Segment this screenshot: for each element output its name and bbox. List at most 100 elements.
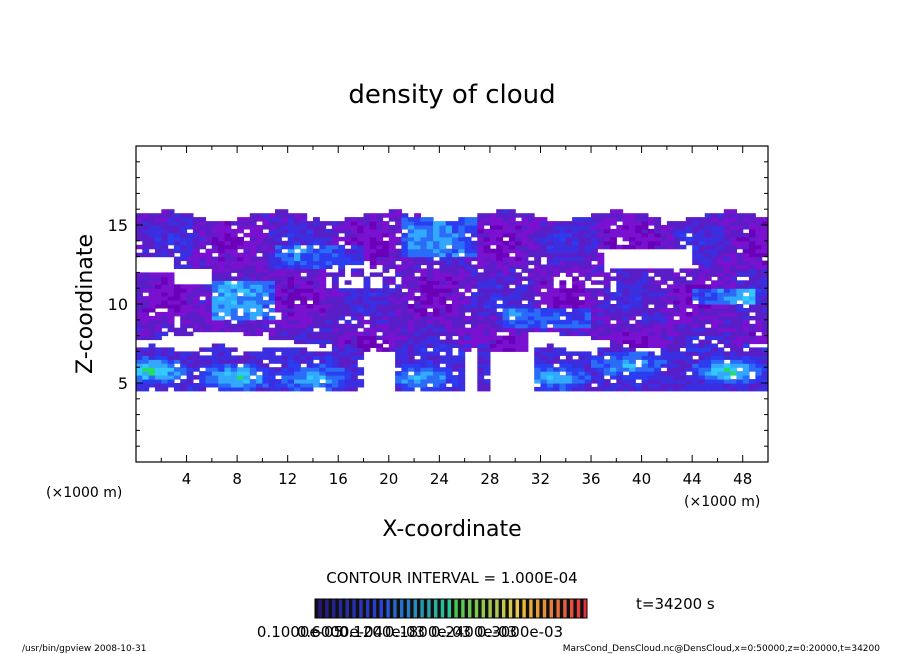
density-cell xyxy=(483,304,491,309)
density-cell xyxy=(483,367,491,372)
density-cell xyxy=(515,304,523,309)
density-cell xyxy=(553,260,560,266)
density-cell xyxy=(230,363,238,368)
density-cell xyxy=(230,300,238,305)
density-cell xyxy=(629,335,636,341)
density-cell xyxy=(685,343,693,348)
density-cell xyxy=(192,232,200,238)
density-cell xyxy=(376,225,384,230)
density-cell xyxy=(755,256,763,262)
density-cell xyxy=(294,225,301,230)
density-cell xyxy=(344,292,352,297)
density-cell xyxy=(218,359,226,364)
colorbar-swatch xyxy=(498,599,503,618)
colorbar xyxy=(315,599,588,618)
density-cell xyxy=(616,280,624,285)
density-cell xyxy=(161,228,169,234)
density-cell xyxy=(483,300,491,305)
density-cell xyxy=(414,280,421,285)
density-cell xyxy=(622,217,630,222)
density-cell xyxy=(331,355,339,360)
density-cell xyxy=(205,284,213,289)
density-cell xyxy=(647,371,655,376)
density-cell xyxy=(136,383,143,388)
density-cell xyxy=(508,213,516,218)
density-cell xyxy=(376,244,384,250)
density-cell xyxy=(477,225,485,230)
density-cell xyxy=(546,371,554,376)
density-cell xyxy=(382,308,390,313)
density-cell xyxy=(496,347,504,352)
density-cell xyxy=(199,315,207,321)
density-cell xyxy=(439,371,447,376)
density-cell xyxy=(382,268,390,273)
density-cell xyxy=(420,236,428,242)
density-cell xyxy=(654,308,662,313)
density-cell xyxy=(464,228,472,234)
density-cell xyxy=(300,228,308,234)
density-cell xyxy=(388,296,396,301)
density-cell xyxy=(433,351,440,356)
density-cell xyxy=(287,359,295,364)
density-cell xyxy=(395,319,402,325)
density-cell xyxy=(508,240,516,246)
density-cell xyxy=(313,367,320,372)
density-cell xyxy=(230,260,238,266)
density-cell xyxy=(344,327,352,333)
density-cell xyxy=(445,327,453,333)
density-cell xyxy=(704,248,712,254)
density-cell xyxy=(268,300,276,305)
density-cell xyxy=(597,323,605,329)
density-cell xyxy=(426,379,434,384)
density-cell xyxy=(407,232,415,238)
density-cell xyxy=(496,221,504,226)
density-cell xyxy=(742,244,750,250)
density-cell xyxy=(717,371,725,376)
density-cell xyxy=(306,359,314,364)
density-cell xyxy=(559,221,567,226)
density-cell xyxy=(483,339,491,345)
density-cell xyxy=(692,351,700,356)
density-cell xyxy=(711,327,718,333)
density-cell xyxy=(496,236,504,242)
density-cell xyxy=(249,284,257,289)
density-cell xyxy=(742,213,750,218)
density-cell xyxy=(458,323,466,329)
density-cell xyxy=(546,284,554,289)
density-cell xyxy=(243,363,251,368)
density-cell xyxy=(395,284,402,289)
density-cell xyxy=(553,248,560,254)
density-cell xyxy=(395,236,402,242)
density-cell xyxy=(496,339,504,345)
density-cell xyxy=(243,319,251,325)
density-cell xyxy=(452,367,459,372)
density-cell xyxy=(723,351,731,356)
density-cell xyxy=(363,292,371,297)
density-cell xyxy=(161,284,169,289)
x-axis-unit-right: (×1000 m) xyxy=(684,494,760,510)
density-cell xyxy=(331,308,339,313)
density-cell xyxy=(369,256,377,262)
density-cell xyxy=(622,232,630,238)
density-cell xyxy=(622,315,630,321)
density-cell xyxy=(180,300,188,305)
density-cell xyxy=(736,383,744,388)
density-cell xyxy=(584,304,592,309)
density-cell xyxy=(477,276,485,281)
density-cell xyxy=(313,260,320,266)
density-cell xyxy=(186,315,194,321)
density-cell xyxy=(660,323,668,329)
density-cell xyxy=(546,355,554,360)
density-cell xyxy=(559,284,567,289)
density-cell xyxy=(730,323,737,329)
density-cell xyxy=(515,248,523,254)
density-cell xyxy=(597,311,605,317)
density-cell xyxy=(218,288,226,293)
density-cell xyxy=(243,351,251,356)
density-cell xyxy=(540,225,548,230)
density-cell xyxy=(515,284,523,289)
density-cell xyxy=(591,268,598,273)
density-cell xyxy=(136,276,143,281)
density-cell xyxy=(167,280,175,285)
density-cell xyxy=(268,383,276,388)
